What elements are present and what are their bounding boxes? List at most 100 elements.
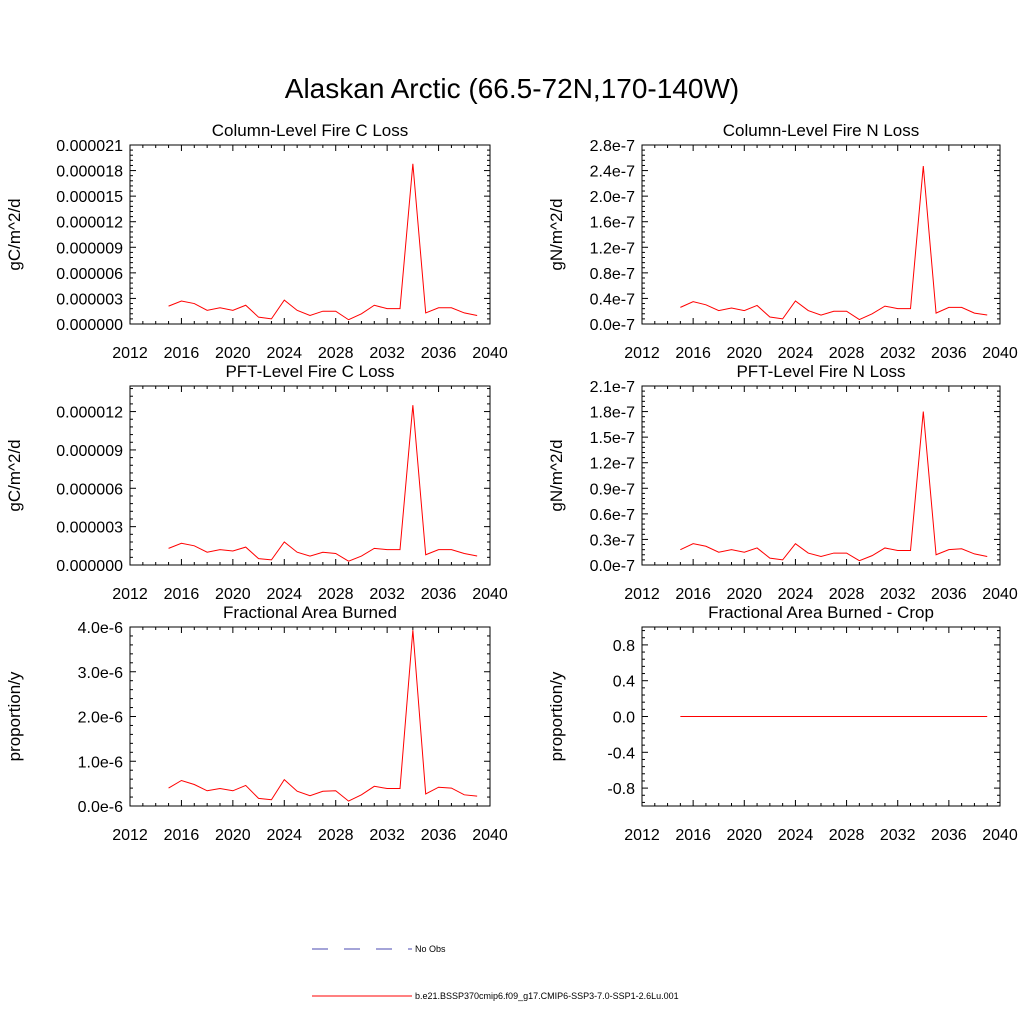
x-tick-label: 2028 xyxy=(829,827,865,844)
y-tick-label: 0.000009 xyxy=(56,240,123,257)
x-tick-label: 2040 xyxy=(472,827,508,844)
y-tick-label: 0.000006 xyxy=(56,481,123,498)
y-tick-label: 0.000003 xyxy=(56,520,123,537)
x-tick-label: 2028 xyxy=(829,586,865,603)
x-tick-label: 2032 xyxy=(880,345,916,362)
series-line-1 xyxy=(168,405,478,562)
x-tick-label: 2024 xyxy=(778,586,814,603)
x-tick-label: 2036 xyxy=(421,586,457,603)
y-tick-label: 0.000021 xyxy=(56,138,123,155)
panel-title: Fractional Area Burned xyxy=(223,603,397,622)
panel-1: 2012 2016 2020 2024 2028 2032 2036 2040 0.000000… xyxy=(5,121,508,362)
y-tick-label: 0.8 xyxy=(613,638,635,655)
x-tick-label: 2028 xyxy=(318,586,354,603)
series-line-1 xyxy=(168,163,478,321)
y-tick-label: 0.0e-7 xyxy=(590,558,635,575)
y-tick-label: 0.000003 xyxy=(56,291,123,308)
panel-title: PFT-Level Fire N Loss xyxy=(736,362,905,381)
y-tick-label: 2.8e-7 xyxy=(590,138,635,155)
y-tick-label: 0.0 xyxy=(613,710,635,727)
y-tick-label: 1.2e-7 xyxy=(590,240,635,257)
plot-frame xyxy=(641,144,1001,325)
y-tick-label: 0.6e-7 xyxy=(590,507,635,524)
x-tick-label: 2024 xyxy=(266,345,302,362)
y-tick-label: 0.000006 xyxy=(56,266,123,283)
y-tick-label: 1.5e-7 xyxy=(590,430,635,447)
panel-4: 2012 2016 2020 2024 2028 2032 2036 2040 0.0e-7 0.… xyxy=(547,362,1018,603)
x-tick-label: 2036 xyxy=(931,586,967,603)
y-axis-label: gN/m^2/d xyxy=(547,439,566,511)
y-tick-label: 0.000009 xyxy=(56,443,123,460)
x-tick-label: 2016 xyxy=(675,827,711,844)
y-axis-label: gC/m^2/d xyxy=(5,198,24,270)
legend-label-no-obs: No Obs xyxy=(415,944,446,954)
x-tick-label: 2040 xyxy=(472,345,508,362)
panel-title: PFT-Level Fire C Loss xyxy=(225,362,394,381)
legend-label-model: b.e21.BSSP370cmip6.f09_g17.CMIP6-SSP3-7.… xyxy=(415,991,679,1001)
panel-title: Fractional Area Burned - Crop xyxy=(708,603,934,622)
x-tick-label: 2032 xyxy=(880,586,916,603)
y-tick-label: 2.0e-6 xyxy=(78,710,123,727)
legend: No Obs b.e21.BSSP370cmip6.f09_g17.CMIP6-… xyxy=(312,944,679,1001)
x-tick-label: 2024 xyxy=(266,827,302,844)
x-tick-label: 2020 xyxy=(215,345,251,362)
x-tick-label: 2028 xyxy=(318,827,354,844)
y-axis-label: gN/m^2/d xyxy=(547,198,566,270)
x-tick-label: 2032 xyxy=(880,827,916,844)
x-tick-label: 2036 xyxy=(931,345,967,362)
x-tick-label: 2020 xyxy=(726,586,762,603)
y-tick-label: 0.0e-6 xyxy=(78,799,123,816)
x-tick-label: 2016 xyxy=(164,586,200,603)
panel-2: 2012 2016 2020 2024 2028 2032 2036 2040 0.0e-7 0.… xyxy=(547,121,1018,362)
x-tick-label: 2012 xyxy=(624,827,660,844)
x-tick-label: 2012 xyxy=(624,586,660,603)
y-tick-label: 0.3e-7 xyxy=(590,532,635,549)
y-axis-label: gC/m^2/d xyxy=(5,439,24,511)
panel-5: 2012 2016 2020 2024 2028 2032 2036 2040 0.0e-6 1.… xyxy=(5,603,508,844)
x-tick-label: 2012 xyxy=(112,827,148,844)
x-tick-label: 2012 xyxy=(112,586,148,603)
y-tick-label: 0.4 xyxy=(613,674,635,691)
x-tick-label: 2012 xyxy=(112,345,148,362)
y-tick-label: 1.8e-7 xyxy=(590,405,635,422)
x-tick-label: 2040 xyxy=(982,586,1018,603)
series-line-1 xyxy=(168,630,478,802)
x-tick-label: 2028 xyxy=(829,345,865,362)
y-tick-label: 0.000000 xyxy=(56,558,123,575)
y-tick-label: 2.4e-7 xyxy=(590,164,635,181)
panel-title: Column-Level Fire N Loss xyxy=(723,121,920,140)
y-tick-label: 1.0e-6 xyxy=(78,754,123,771)
y-tick-label: 0.9e-7 xyxy=(590,481,635,498)
panel-title: Column-Level Fire C Loss xyxy=(212,121,409,140)
x-tick-label: 2016 xyxy=(675,345,711,362)
y-tick-label: 2.1e-7 xyxy=(590,379,635,396)
x-tick-label: 2024 xyxy=(778,345,814,362)
figure-title: Alaskan Arctic (66.5-72N,170-140W) xyxy=(285,73,739,104)
y-tick-label: 1.2e-7 xyxy=(590,456,635,473)
x-tick-label: 2040 xyxy=(982,345,1018,362)
y-tick-label: -0.8 xyxy=(607,781,635,798)
y-tick-label: 2.0e-7 xyxy=(590,189,635,206)
x-tick-label: 2024 xyxy=(266,586,302,603)
x-tick-label: 2040 xyxy=(472,586,508,603)
x-tick-label: 2036 xyxy=(421,345,457,362)
x-tick-label: 2016 xyxy=(164,345,200,362)
y-tick-label: 3.0e-6 xyxy=(78,665,123,682)
y-tick-label: 0.000015 xyxy=(56,189,123,206)
plot-frame xyxy=(129,626,491,807)
plot-frame xyxy=(641,385,1001,566)
y-tick-label: 0.8e-7 xyxy=(590,266,635,283)
panel-3: 2012 2016 2020 2024 2028 2032 2036 2040 0.000000… xyxy=(5,362,508,603)
plot-frame xyxy=(129,385,491,566)
series-line-1 xyxy=(680,166,988,321)
y-tick-label: 0.0e-7 xyxy=(590,317,635,334)
x-tick-label: 2016 xyxy=(675,586,711,603)
y-tick-label: 4.0e-6 xyxy=(78,620,123,637)
y-tick-label: 1.6e-7 xyxy=(590,215,635,232)
y-tick-label: 0.000018 xyxy=(56,164,123,181)
y-axis-label: proportion/y xyxy=(547,671,566,761)
x-tick-label: 2032 xyxy=(369,345,405,362)
panel-6: 2012 2016 2020 2024 2028 2032 2036 2040 -0.8 -0.4… xyxy=(547,603,1018,844)
y-axis-label: proportion/y xyxy=(5,671,24,761)
